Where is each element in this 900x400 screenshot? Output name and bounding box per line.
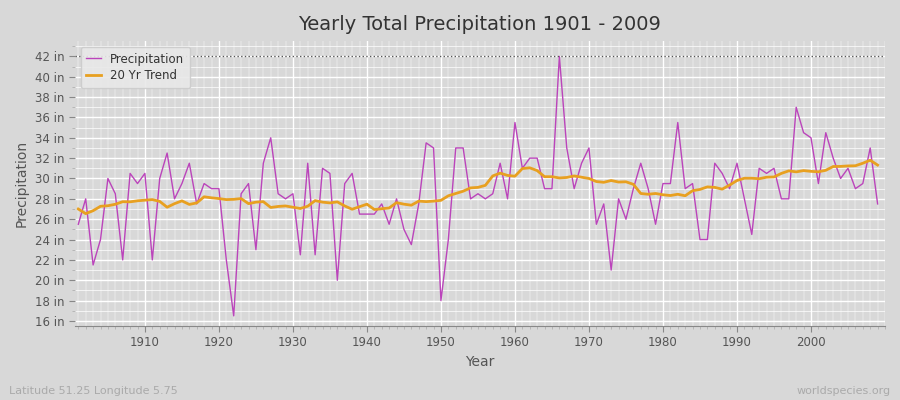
Line: Precipitation: Precipitation: [78, 56, 878, 316]
Precipitation: [554, 54, 565, 59]
Legend: Precipitation, 20 Yr Trend: Precipitation, 20 Yr Trend: [80, 47, 190, 88]
20 Yr Trend: [80, 211, 91, 216]
Y-axis label: Precipitation: Precipitation: [15, 140, 29, 227]
Precipitation: [509, 120, 520, 125]
20 Yr Trend: [517, 166, 527, 171]
Precipitation: [73, 222, 84, 227]
X-axis label: Year: Year: [465, 355, 494, 369]
20 Yr Trend: [346, 207, 357, 212]
20 Yr Trend: [509, 174, 520, 178]
Precipitation: [302, 161, 313, 166]
Text: worldspecies.org: worldspecies.org: [796, 386, 891, 396]
Precipitation: [872, 202, 883, 206]
20 Yr Trend: [872, 163, 883, 168]
20 Yr Trend: [606, 178, 616, 183]
Title: Yearly Total Precipitation 1901 - 2009: Yearly Total Precipitation 1901 - 2009: [299, 15, 662, 34]
Line: 20 Yr Trend: 20 Yr Trend: [78, 160, 878, 214]
Precipitation: [346, 171, 357, 176]
20 Yr Trend: [302, 204, 313, 209]
20 Yr Trend: [865, 158, 876, 163]
Text: Latitude 51.25 Longitude 5.75: Latitude 51.25 Longitude 5.75: [9, 386, 178, 396]
Precipitation: [132, 181, 143, 186]
20 Yr Trend: [73, 207, 84, 212]
Precipitation: [517, 166, 527, 171]
Precipitation: [229, 314, 239, 318]
Precipitation: [613, 196, 624, 201]
20 Yr Trend: [140, 198, 150, 202]
